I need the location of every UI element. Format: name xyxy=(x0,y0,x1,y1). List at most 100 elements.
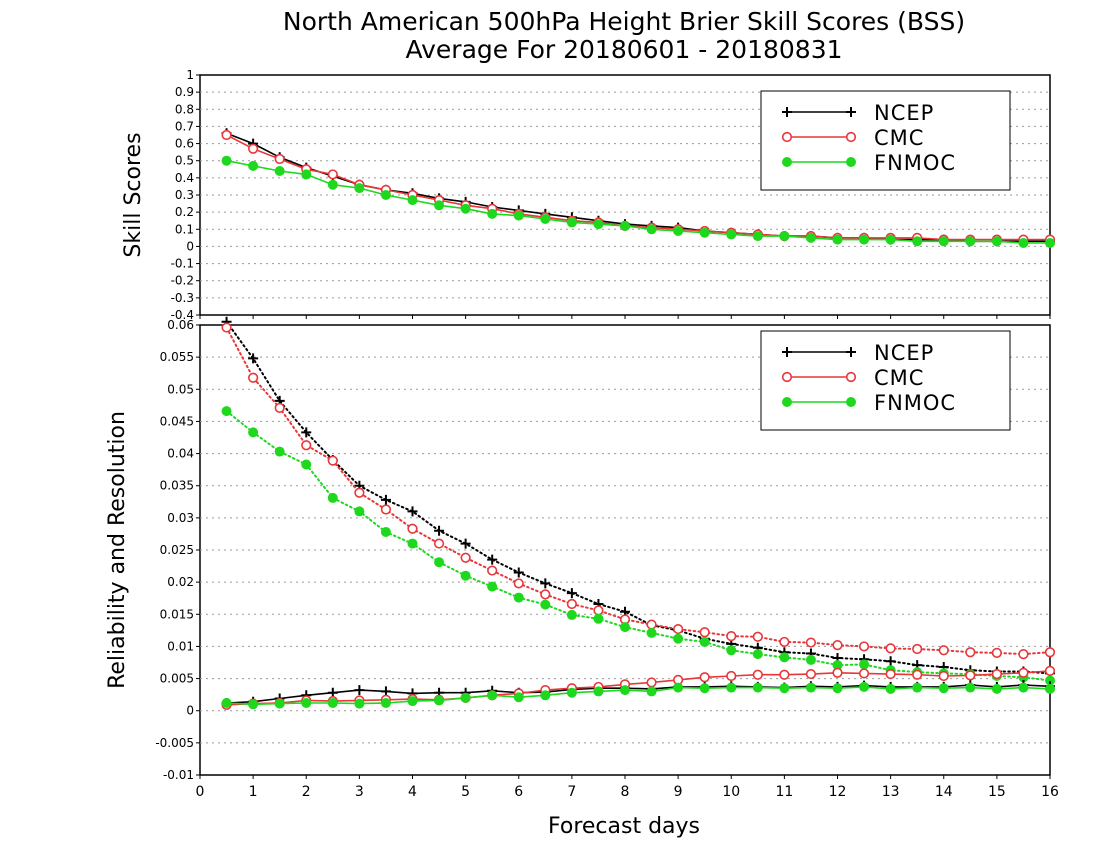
data-point xyxy=(434,695,445,706)
legend-marker xyxy=(782,397,792,407)
data-point xyxy=(673,623,684,635)
legend-label: FNMOC xyxy=(874,391,956,415)
y-tick-label: 0.035 xyxy=(160,479,194,493)
series-fnmoc-resolution xyxy=(221,406,1055,686)
data-point xyxy=(487,690,498,701)
data-point xyxy=(566,588,577,599)
data-point xyxy=(380,504,392,515)
data-point xyxy=(726,631,737,642)
x-tick-label: 8 xyxy=(621,784,630,800)
data-point xyxy=(566,598,577,610)
data-point xyxy=(513,567,524,578)
data-point xyxy=(1018,238,1029,248)
data-point xyxy=(460,552,471,563)
data-point xyxy=(487,208,498,219)
data-point xyxy=(1045,238,1055,248)
data-point xyxy=(513,592,524,603)
x-tick-label: 11 xyxy=(775,784,793,800)
y-tick-label: 0.3 xyxy=(175,188,194,202)
data-point xyxy=(699,636,710,647)
data-point xyxy=(327,455,338,466)
data-point xyxy=(1044,665,1056,676)
data-point xyxy=(938,670,949,682)
data-point xyxy=(912,236,923,247)
data-point xyxy=(593,613,604,624)
data-point xyxy=(566,609,577,620)
data-point xyxy=(407,506,418,517)
x-tick-label: 4 xyxy=(408,784,417,800)
data-point xyxy=(487,554,498,565)
data-point xyxy=(380,527,391,537)
data-point xyxy=(513,692,524,703)
data-point xyxy=(859,659,870,670)
data-point xyxy=(912,669,923,680)
data-point xyxy=(805,637,817,648)
data-point xyxy=(858,668,870,679)
y-tick-label: 0.04 xyxy=(167,447,194,461)
y-tick-label: 0.4 xyxy=(175,171,194,185)
data-point xyxy=(407,195,418,206)
data-point xyxy=(566,217,577,228)
y-tick-label: 0.05 xyxy=(167,382,194,396)
data-point xyxy=(1045,675,1055,686)
data-point xyxy=(434,525,445,536)
data-point xyxy=(752,669,763,680)
data-point xyxy=(699,627,710,638)
x-tick-label: 0 xyxy=(196,784,205,800)
data-point xyxy=(327,179,338,190)
data-point xyxy=(673,633,684,644)
data-point xyxy=(805,668,817,680)
y-tick-label: -0.2 xyxy=(171,274,194,288)
data-point xyxy=(779,636,790,648)
data-point xyxy=(301,169,312,180)
data-point xyxy=(912,682,923,693)
data-point xyxy=(354,506,365,517)
data-point xyxy=(620,220,630,231)
legend-label: CMC xyxy=(874,126,924,150)
y-tick-label: 0 xyxy=(186,704,194,718)
data-point xyxy=(433,538,445,549)
data-point xyxy=(938,236,949,247)
legend-marker xyxy=(781,131,793,143)
data-point xyxy=(248,353,259,364)
data-point xyxy=(380,494,391,505)
data-point xyxy=(407,696,418,707)
data-point xyxy=(885,643,896,654)
data-point xyxy=(221,698,232,708)
data-point xyxy=(699,683,710,694)
data-point xyxy=(965,236,976,247)
data-point xyxy=(673,226,684,236)
data-point xyxy=(248,699,259,710)
data-point xyxy=(752,631,763,642)
data-point xyxy=(646,224,657,235)
legend-marker xyxy=(845,371,857,383)
y-tick-label: 0.9 xyxy=(175,85,194,99)
y-tick-label: 0.7 xyxy=(175,119,194,133)
y-tick-label: 0.2 xyxy=(175,205,194,219)
y-tick-label: 0.045 xyxy=(160,414,194,428)
y-axis-label: Reliability and Resolution xyxy=(105,411,130,689)
data-point xyxy=(487,565,498,576)
data-point xyxy=(248,143,259,154)
data-point xyxy=(965,647,976,658)
data-point xyxy=(327,169,338,180)
x-tick-label: 1 xyxy=(249,784,258,800)
y-tick-label: 1 xyxy=(186,68,194,82)
data-point xyxy=(354,698,365,709)
series-fnmoc-reliability xyxy=(221,681,1055,710)
y-tick-label: 0.015 xyxy=(160,607,194,621)
data-point xyxy=(327,492,338,503)
legend-marker xyxy=(782,107,792,117)
data-point xyxy=(354,183,365,194)
bottom-panel: -0.01 -0.005 0 0.005 0.01 0.015 0.02 0.025 0.03 0… xyxy=(105,316,1056,782)
data-point xyxy=(885,656,896,667)
data-point xyxy=(938,683,949,694)
data-point xyxy=(620,685,630,696)
y-tick-label: 0.055 xyxy=(160,350,194,364)
data-point xyxy=(832,640,843,651)
x-tick-label: 10 xyxy=(722,784,740,800)
data-point xyxy=(752,649,763,660)
data-point xyxy=(248,427,259,438)
